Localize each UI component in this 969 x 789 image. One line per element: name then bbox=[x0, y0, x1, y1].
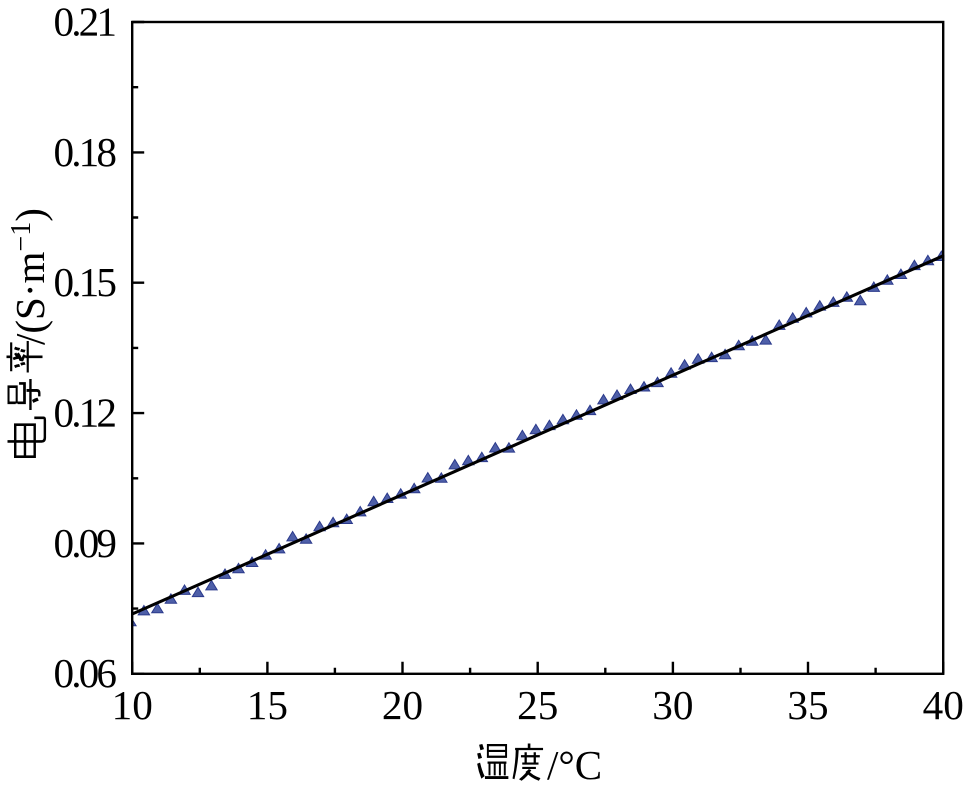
svg-text:0.21: 0.21 bbox=[54, 0, 118, 44]
svg-text:35: 35 bbox=[787, 682, 828, 728]
svg-text:40: 40 bbox=[923, 682, 964, 728]
svg-text:/(S·m−1): /(S·m−1) bbox=[6, 208, 53, 345]
svg-text:0.09: 0.09 bbox=[54, 520, 118, 566]
svg-text:10: 10 bbox=[112, 682, 153, 728]
svg-text:30: 30 bbox=[652, 682, 693, 728]
svg-text:0.06: 0.06 bbox=[54, 650, 118, 696]
svg-text:0.15: 0.15 bbox=[54, 259, 118, 305]
svg-text:25: 25 bbox=[517, 682, 558, 728]
svg-text:15: 15 bbox=[247, 682, 288, 728]
svg-text:0.18: 0.18 bbox=[54, 129, 118, 175]
svg-text:0.12: 0.12 bbox=[54, 390, 118, 436]
svg-text:/°C: /°C bbox=[547, 742, 602, 788]
svg-text:20: 20 bbox=[382, 682, 423, 728]
